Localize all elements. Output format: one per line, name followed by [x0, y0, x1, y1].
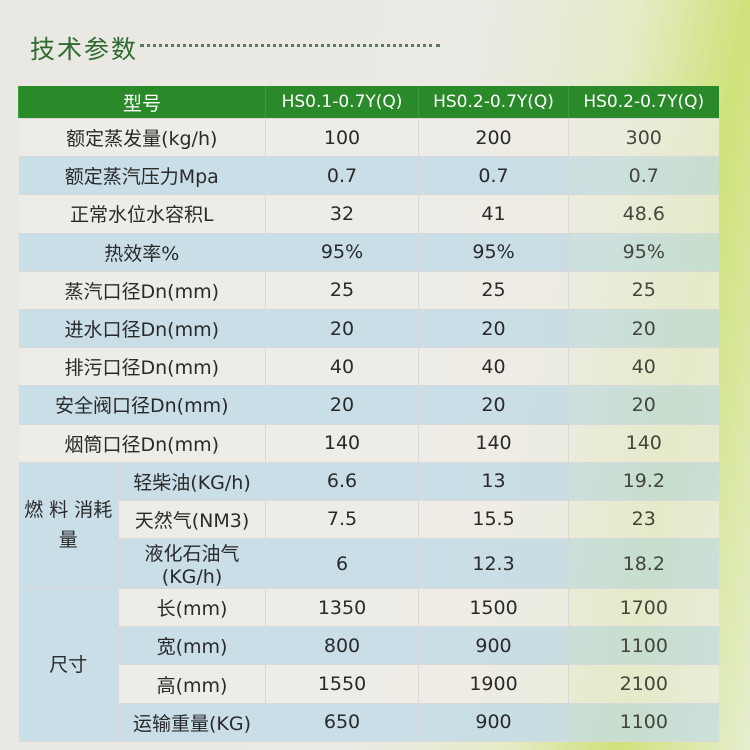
- value-cell: 20: [568, 309, 719, 349]
- value-cell: 20: [418, 309, 569, 349]
- value-cell: 40: [265, 347, 419, 387]
- value-cell: 6.6: [265, 462, 419, 501]
- page-title: 技术参数: [30, 35, 139, 64]
- value-cell: 20: [265, 309, 419, 349]
- row-label: 额定蒸汽压力Mpa: [18, 156, 266, 196]
- row-label: 排污口径Dn(mm): [18, 347, 266, 387]
- value-cell: 6: [265, 538, 419, 590]
- value-cell: 1100: [568, 626, 719, 666]
- value-cell: 20: [418, 385, 569, 425]
- value-cell: 40: [418, 347, 569, 387]
- value-cell: 48.6: [568, 194, 719, 234]
- row-label: 天然气(NM3): [118, 500, 266, 540]
- value-cell: 1350: [265, 588, 419, 628]
- header-col-2: HS0.2-0.7Y(Q): [418, 86, 569, 119]
- value-cell: 140: [418, 424, 569, 463]
- value-cell: 0.7: [568, 156, 719, 196]
- row-label: 正常水位水容积L: [18, 194, 266, 234]
- row-label: 高(mm): [118, 664, 266, 704]
- table-row: 额定蒸汽压力Mpa 0.7 0.7 0.7: [18, 156, 719, 196]
- value-cell: 900: [418, 703, 569, 742]
- value-cell: 650: [265, 703, 419, 742]
- header-model: 型号: [17, 86, 266, 119]
- value-cell: 41: [418, 194, 569, 234]
- value-cell: 1100: [568, 703, 719, 742]
- value-cell: 25: [418, 271, 569, 310]
- value-cell: 0.7: [418, 156, 569, 196]
- row-label: 安全阀口径Dn(mm): [18, 385, 266, 425]
- value-cell: 19.2: [568, 462, 719, 501]
- value-cell: 20: [265, 385, 419, 425]
- table-row: 宽(mm) 800 900 1100: [19, 626, 719, 666]
- row-label: 蒸汽口径Dn(mm): [18, 271, 266, 310]
- row-label: 宽(mm): [118, 626, 266, 666]
- title-dotted-leader: [140, 44, 440, 47]
- group-label: 尺寸: [18, 588, 119, 742]
- table-row: 运输重量(KG) 650 900 1100: [19, 703, 719, 742]
- row-label: 进水口径Dn(mm): [18, 309, 266, 349]
- table-row: 排污口径Dn(mm) 40 40 40: [18, 347, 719, 387]
- value-cell: 32: [265, 194, 419, 234]
- value-cell: 95%: [265, 233, 419, 272]
- value-cell: 1500: [418, 588, 569, 628]
- table-row: 进水口径Dn(mm) 20 20 20: [18, 309, 719, 349]
- value-cell: 20: [568, 385, 719, 425]
- value-cell: 0.7: [265, 156, 419, 196]
- value-cell: 1700: [568, 588, 719, 628]
- value-cell: 25: [265, 271, 419, 310]
- value-cell: 100: [265, 118, 419, 158]
- table-row: 正常水位水容积L 32 41 48.6: [18, 194, 719, 234]
- table-row: 额定蒸发量(kg/h) 100 200 300: [18, 118, 719, 158]
- row-label: 热效率%: [18, 233, 266, 272]
- value-cell: 40: [568, 347, 719, 387]
- table-row: 液化石油气(KG/h) 6 12.3 18.2: [19, 538, 719, 590]
- table-row: 尺寸 长(mm) 1350 1500 1700: [18, 588, 719, 742]
- value-cell: 95%: [418, 233, 569, 272]
- table-row: 热效率% 95% 95% 95%: [18, 233, 719, 272]
- table-row: 安全阀口径Dn(mm) 20 20 20: [18, 385, 719, 425]
- value-cell: 13: [418, 462, 569, 501]
- value-cell: 23: [568, 500, 719, 540]
- value-cell: 7.5: [265, 500, 419, 540]
- table-row: 高(mm) 1550 1900 2100: [19, 664, 719, 704]
- table-row: 烟筒口径Dn(mm) 140 140 140: [18, 424, 719, 463]
- value-cell: 1550: [265, 664, 419, 704]
- row-label: 长(mm): [118, 588, 266, 628]
- row-label: 液化石油气(KG/h): [118, 538, 266, 590]
- header-row: 型号 HS0.1-0.7Y(Q) HS0.2-0.7Y(Q) HS0.2-0.7…: [17, 86, 719, 119]
- value-cell: 800: [265, 626, 419, 666]
- row-label: 轻柴油(KG/h): [118, 462, 266, 501]
- table-row: 燃 料 消耗量 轻柴油(KG/h) 6.6 13 19.2: [18, 462, 719, 590]
- value-cell: 95%: [568, 233, 719, 272]
- table-row: 蒸汽口径Dn(mm) 25 25 25: [18, 271, 719, 310]
- value-cell: 2100: [568, 664, 719, 704]
- row-label: 额定蒸发量(kg/h): [18, 118, 266, 158]
- value-cell: 900: [418, 626, 569, 666]
- value-cell: 18.2: [568, 538, 719, 590]
- value-cell: 300: [568, 118, 719, 158]
- value-cell: 140: [568, 424, 719, 463]
- header-col-1: HS0.1-0.7Y(Q): [265, 86, 419, 119]
- table-row: 天然气(NM3) 7.5 15.5 23: [19, 500, 719, 540]
- row-label: 烟筒口径Dn(mm): [18, 424, 266, 463]
- row-label: 运输重量(KG): [118, 703, 266, 742]
- header-col-3: HS0.2-0.7Y(Q): [568, 86, 719, 119]
- value-cell: 12.3: [418, 538, 569, 590]
- value-cell: 140: [265, 424, 419, 463]
- group-label: 燃 料 消耗量: [18, 462, 119, 590]
- value-cell: 200: [418, 118, 569, 158]
- value-cell: 15.5: [418, 500, 569, 540]
- spec-table: 型号 HS0.1-0.7Y(Q) HS0.2-0.7Y(Q) HS0.2-0.7…: [17, 86, 719, 742]
- value-cell: 1900: [418, 664, 569, 704]
- value-cell: 25: [568, 271, 719, 310]
